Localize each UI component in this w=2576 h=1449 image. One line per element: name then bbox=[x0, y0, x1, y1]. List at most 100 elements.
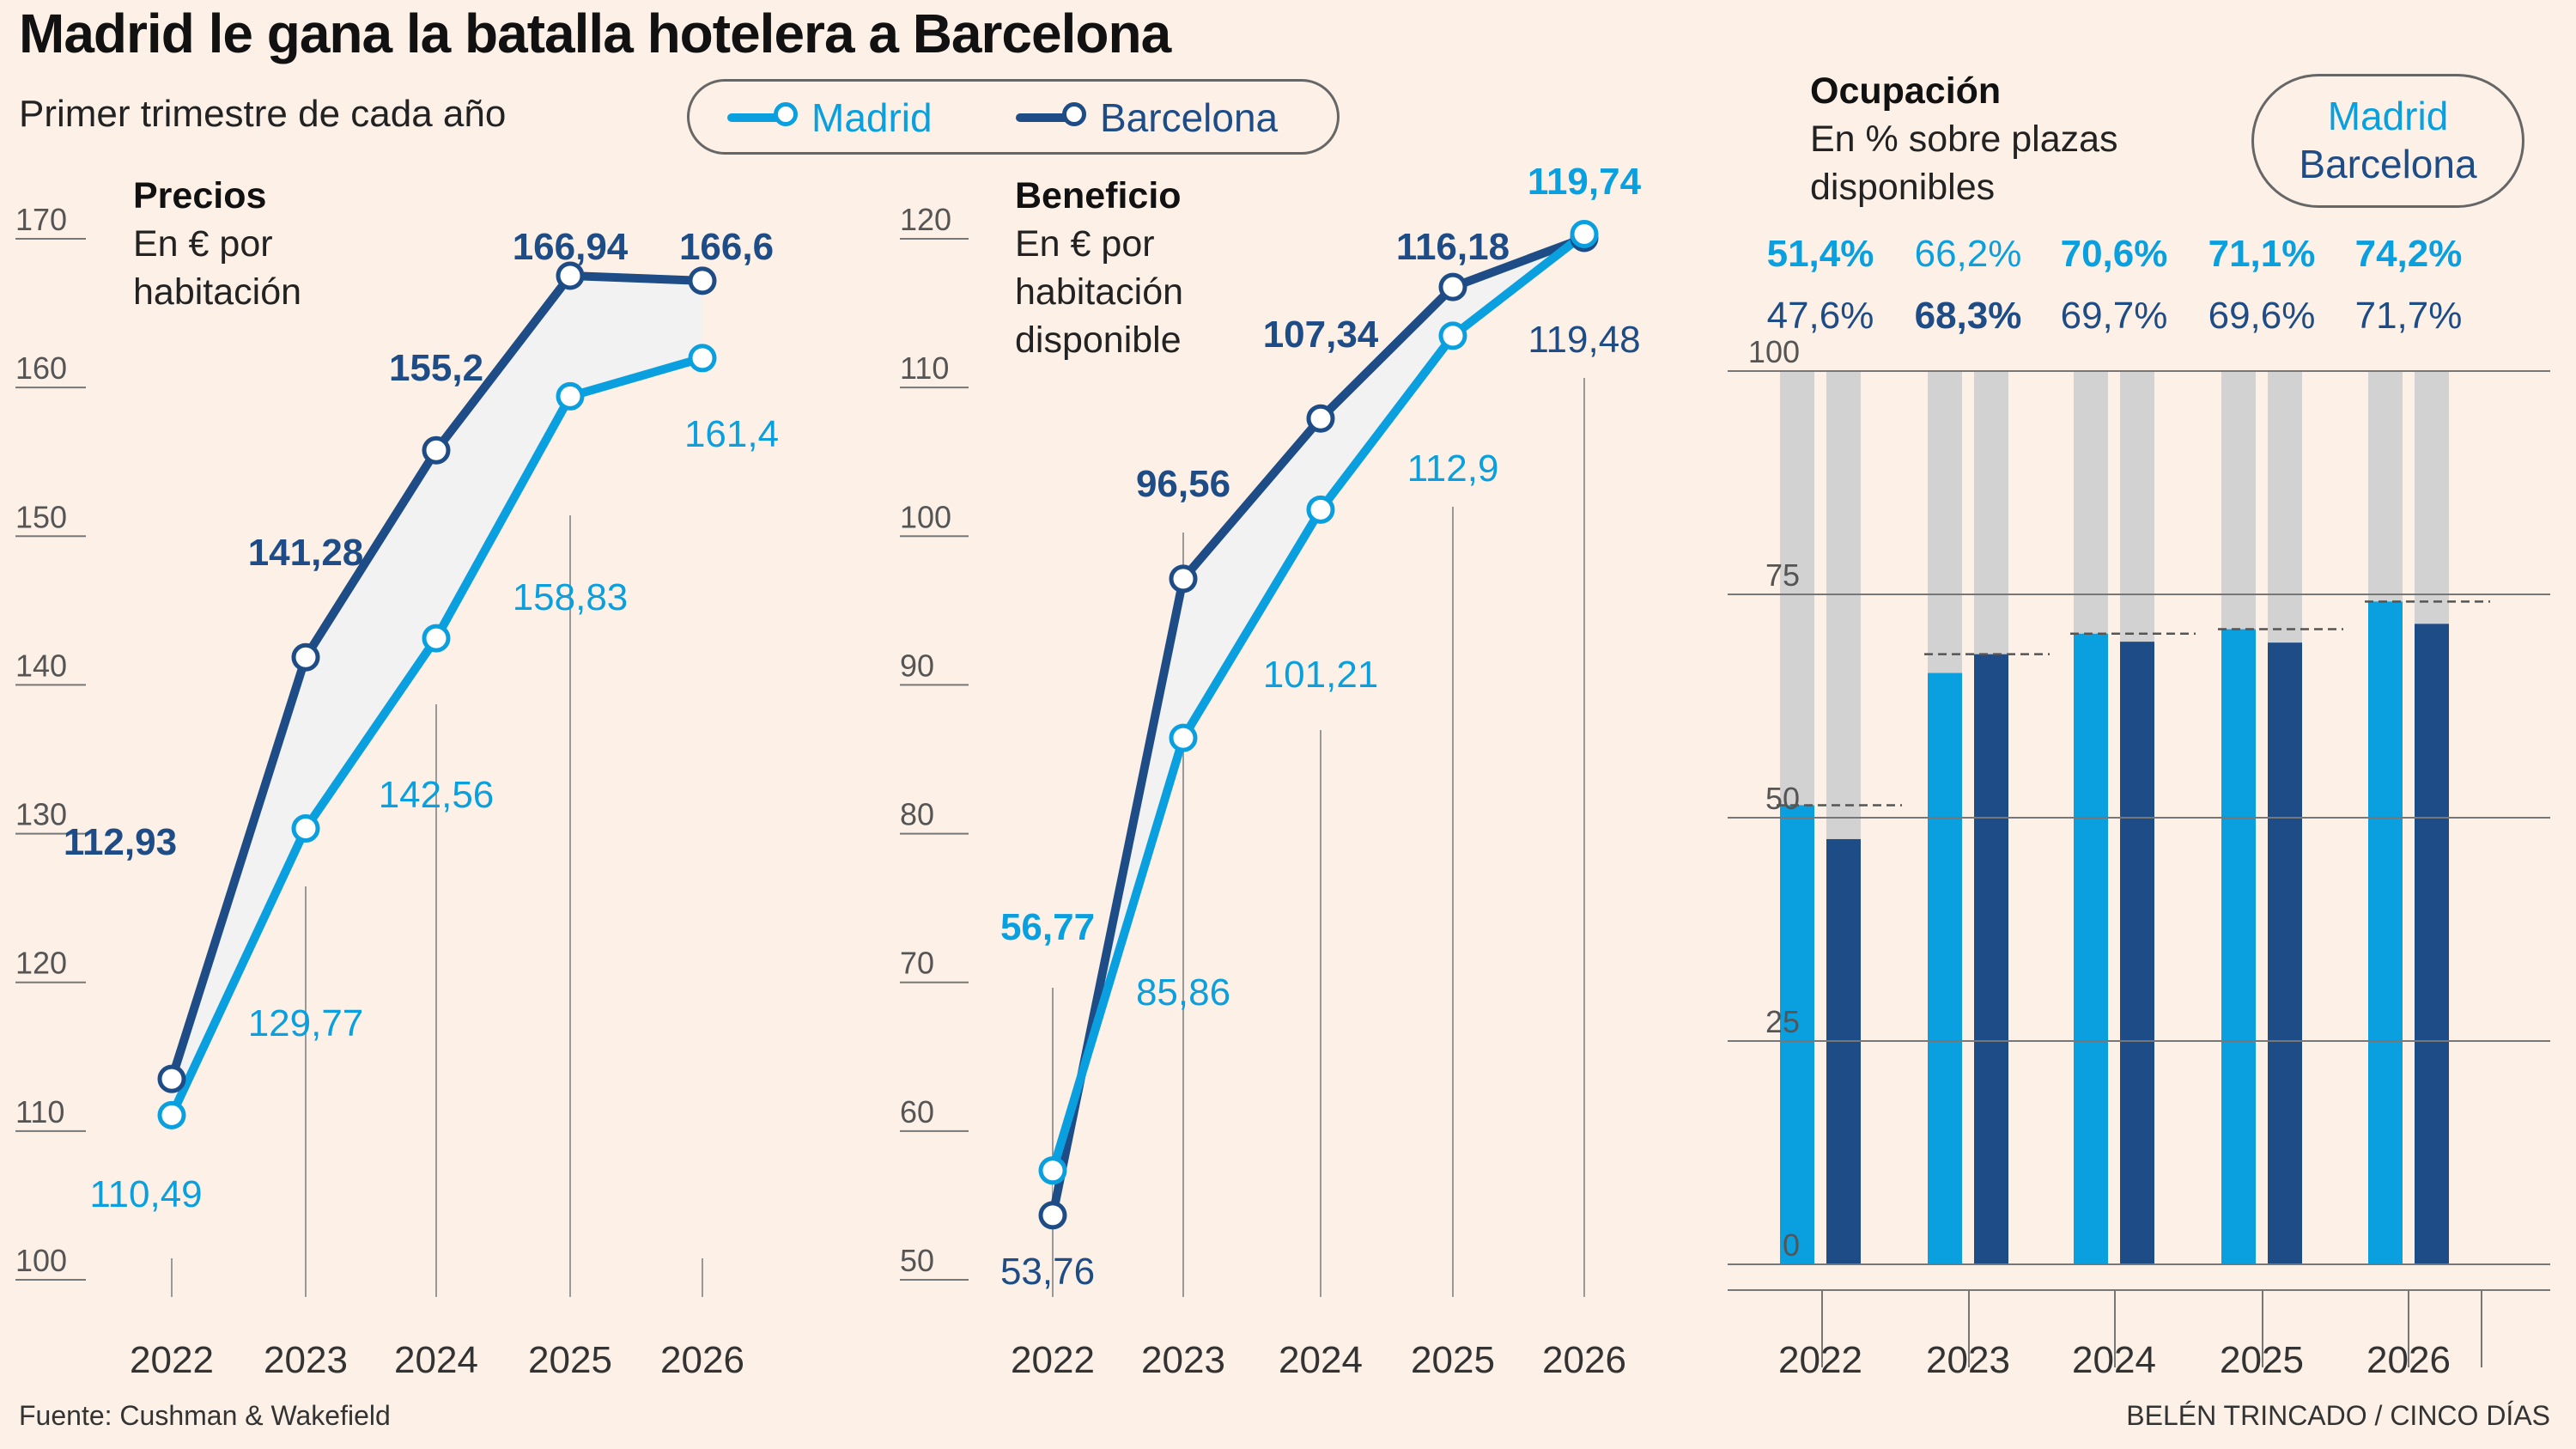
x-tick-label: 2022 bbox=[1778, 1339, 1862, 1381]
x-tick-label: 2022 bbox=[130, 1339, 214, 1381]
madrid-point bbox=[157, 1100, 186, 1129]
legend-label-barcelona: Barcelona bbox=[1100, 95, 1279, 140]
barcelona-pct-label: 71,7% bbox=[2355, 295, 2463, 337]
y-tick-label: 80 bbox=[900, 797, 934, 832]
x-tick-label: 2025 bbox=[1411, 1339, 1495, 1381]
beneficio-subtitle: En € por habitación disponible bbox=[1015, 223, 1184, 361]
y-tick-label: 170 bbox=[15, 202, 67, 237]
barcelona-data-label: 155,2 bbox=[389, 347, 483, 389]
barcelona-bar bbox=[1974, 654, 2008, 1264]
y-tick-label: 0 bbox=[1783, 1227, 1800, 1263]
ocupacion-legend: Madrid Barcelona bbox=[2251, 74, 2524, 208]
madrid-data-label: 158,83 bbox=[513, 576, 629, 618]
madrid-bar bbox=[1780, 805, 1814, 1264]
madrid-pct-label: 66,2% bbox=[1915, 233, 2022, 275]
madrid-data-label: 112,9 bbox=[1407, 447, 1499, 490]
y-tick-label: 70 bbox=[900, 946, 934, 981]
barcelona-pct-label: 47,6% bbox=[1767, 295, 1874, 337]
madrid-data-label: 110,49 bbox=[89, 1173, 202, 1215]
source-note: Fuente: Cushman & Wakefield bbox=[19, 1400, 391, 1431]
x-tick-label: 2025 bbox=[2220, 1339, 2304, 1381]
madrid-point bbox=[1570, 220, 1599, 249]
ocupacion-legend-barcelona: Barcelona bbox=[2299, 142, 2477, 186]
barcelona-data-label: 107,34 bbox=[1263, 314, 1379, 356]
barcelona-point bbox=[1438, 272, 1467, 301]
madrid-data-label: 119,74 bbox=[1528, 161, 1642, 203]
barcelona-data-label: 112,93 bbox=[64, 821, 177, 863]
ocupacion-header: Ocupación En % sobre plazas disponibles bbox=[1810, 67, 2171, 211]
x-tick-label: 2024 bbox=[394, 1339, 478, 1381]
x-tick-label: 2024 bbox=[1279, 1339, 1363, 1381]
series-legend: Madrid Barcelona bbox=[687, 79, 1340, 155]
series-gap-area bbox=[172, 275, 702, 1116]
page-title: Madrid le gana la batalla hotelera a Bar… bbox=[19, 3, 1171, 64]
barcelona-data-label: 116,18 bbox=[1396, 226, 1510, 268]
x-tick-label: 2024 bbox=[2072, 1339, 2156, 1381]
x-tick-label: 2023 bbox=[264, 1339, 348, 1381]
madrid-point bbox=[291, 814, 320, 843]
y-tick-label: 120 bbox=[15, 946, 67, 981]
x-tick-label: 2025 bbox=[528, 1339, 612, 1381]
madrid-point bbox=[422, 624, 451, 653]
y-tick-label: 100 bbox=[15, 1243, 67, 1278]
y-tick-label: 110 bbox=[900, 350, 949, 386]
barcelona-bar bbox=[2415, 624, 2449, 1264]
y-tick-label: 100 bbox=[900, 499, 951, 534]
barcelona-point bbox=[291, 642, 320, 672]
barcelona-data-label: 166,6 bbox=[679, 226, 774, 268]
barcelona-point bbox=[688, 266, 717, 295]
barcelona-pct-label: 68,3% bbox=[1915, 295, 2022, 337]
series-gap-area bbox=[1053, 234, 1584, 1215]
barcelona-line-icon bbox=[1016, 102, 1086, 126]
precios-subtitle: En € por habitación bbox=[133, 223, 302, 313]
x-tick-label: 2023 bbox=[1926, 1339, 2010, 1381]
x-tick-label: 2026 bbox=[660, 1339, 744, 1381]
barcelona-bar bbox=[1826, 838, 1861, 1264]
x-tick-label: 2026 bbox=[1542, 1339, 1626, 1381]
y-tick-label: 75 bbox=[1765, 557, 1800, 593]
y-tick-label: 120 bbox=[900, 202, 951, 237]
madrid-data-label: 161,4 bbox=[684, 413, 779, 455]
page-subtitle: Primer trimestre de cada año bbox=[19, 93, 507, 135]
y-tick-label: 160 bbox=[15, 350, 67, 386]
y-tick-label: 150 bbox=[15, 499, 67, 534]
madrid-point bbox=[1306, 495, 1335, 524]
barcelona-point bbox=[422, 435, 451, 465]
barcelona-data-label: 96,56 bbox=[1136, 463, 1230, 505]
madrid-data-label: 101,21 bbox=[1263, 654, 1379, 696]
madrid-point bbox=[688, 344, 717, 373]
y-tick-label: 110 bbox=[15, 1094, 64, 1129]
y-tick-label: 100 bbox=[1748, 334, 1800, 369]
madrid-data-label: 56,77 bbox=[1000, 906, 1095, 948]
ocupacion-legend-madrid: Madrid bbox=[2327, 94, 2449, 138]
madrid-series-line bbox=[1048, 230, 1588, 1172]
madrid-line-icon bbox=[727, 102, 798, 126]
barcelona-bar bbox=[2120, 642, 2154, 1264]
madrid-data-label: 85,86 bbox=[1136, 971, 1230, 1014]
y-tick-label: 60 bbox=[900, 1094, 934, 1129]
madrid-point bbox=[1169, 723, 1198, 752]
barcelona-data-label: 53,76 bbox=[1000, 1251, 1095, 1293]
credit-note: BELÉN TRINCADO / CINCO DÍAS bbox=[2126, 1400, 2550, 1431]
precios-title: Precios bbox=[133, 175, 267, 216]
madrid-bar bbox=[2368, 601, 2403, 1264]
madrid-pct-label: 74,2% bbox=[2355, 233, 2463, 275]
barcelona-data-label: 119,48 bbox=[1528, 319, 1640, 361]
y-tick-label: 25 bbox=[1765, 1004, 1800, 1039]
beneficio-title: Beneficio bbox=[1015, 175, 1182, 216]
barcelona-data-label: 141,28 bbox=[248, 532, 364, 574]
x-tick-label: 2022 bbox=[1011, 1339, 1095, 1381]
legend-item-barcelona: Barcelona bbox=[1016, 94, 1278, 142]
legend-label-madrid: Madrid bbox=[811, 95, 933, 140]
madrid-point bbox=[1038, 1156, 1067, 1185]
madrid-pct-label: 71,1% bbox=[2208, 233, 2316, 275]
x-tick-label: 2026 bbox=[2366, 1339, 2451, 1381]
barcelona-point bbox=[1038, 1201, 1067, 1230]
legend-item-madrid: Madrid bbox=[727, 94, 933, 142]
barcelona-point bbox=[1306, 404, 1335, 433]
y-tick-label: 130 bbox=[15, 797, 67, 832]
ocupacion-title: Ocupación bbox=[1810, 70, 2002, 112]
barcelona-bar bbox=[2268, 642, 2302, 1264]
beneficio-header: Beneficio En € por habitación disponible bbox=[1015, 172, 1273, 364]
